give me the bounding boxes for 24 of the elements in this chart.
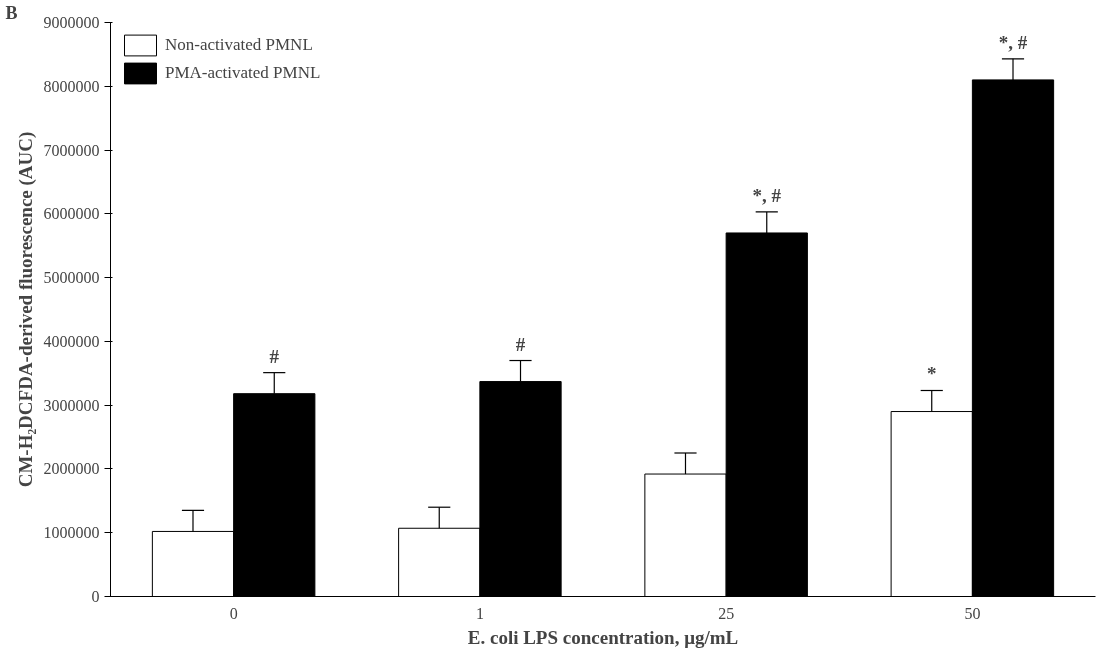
y-tick-label: 9000000 — [43, 14, 100, 31]
x-tick-label: 50 — [964, 604, 981, 622]
y-tick-label: 5000000 — [43, 269, 100, 287]
y-axis-title: CM-H₂DCFDA-derived fluorescence (AUC) — [14, 131, 37, 488]
y-tick-label: 1000000 — [43, 524, 100, 542]
annotation: # — [515, 333, 526, 355]
annotation: *, # — [998, 31, 1028, 53]
annotation: * — [926, 363, 937, 385]
y-tick-label: 2000000 — [43, 460, 100, 478]
x-tick-label: 25 — [718, 604, 735, 622]
y-tick-label: 4000000 — [43, 332, 100, 350]
x-tick-label: 0 — [229, 604, 238, 622]
text: B — [5, 2, 18, 23]
x-axis-title: E. coli LPS concentration, μg/mL — [467, 626, 739, 648]
legend-label: Non-activated PMNL — [165, 35, 313, 55]
y-tick-label: 6000000 — [43, 205, 100, 223]
annotation: # — [269, 345, 280, 367]
y-tick-label: 7000000 — [43, 141, 100, 159]
y-tick-label: 0 — [91, 588, 100, 605]
y-tick-label: 3000000 — [43, 396, 100, 414]
y-tick-label: 8000000 — [43, 77, 100, 95]
legend-label: PMA-activated PMNL — [165, 63, 321, 83]
x-tick-label: 1 — [475, 604, 484, 622]
annotation: *, # — [752, 184, 782, 206]
